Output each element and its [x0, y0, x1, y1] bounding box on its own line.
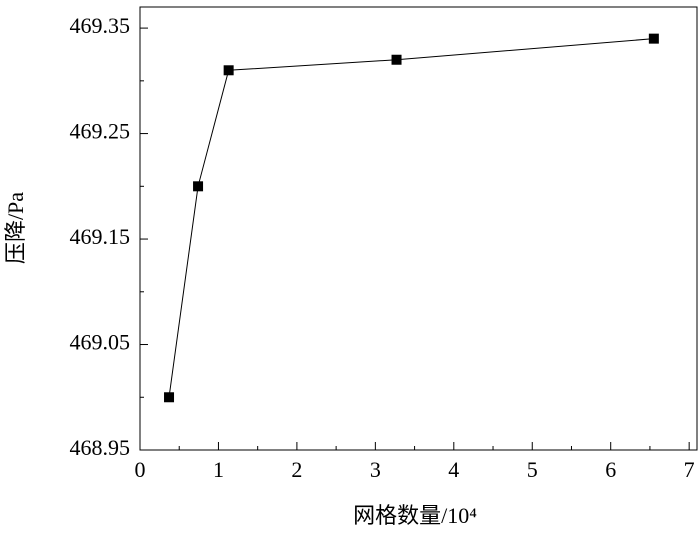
x-tick-label: 4: [448, 457, 459, 482]
y-tick-label: 469.25: [70, 119, 131, 144]
x-tick-label: 2: [291, 457, 302, 482]
x-tick-label: 3: [370, 457, 381, 482]
data-line: [168, 38, 654, 398]
x-tick-label: 5: [527, 457, 538, 482]
x-tick-label: 6: [605, 457, 616, 482]
data-point: [164, 392, 175, 403]
x-axis-label: 网格数量/10⁴: [353, 503, 477, 528]
y-tick-label: 469.35: [70, 13, 131, 38]
x-tick-label: 0: [135, 457, 146, 482]
data-point: [391, 54, 402, 65]
data-point: [648, 33, 659, 44]
data-point: [223, 65, 234, 76]
y-tick-label: 469.15: [70, 224, 131, 249]
y-tick-label: 469.05: [70, 330, 131, 355]
y-axis-label: 压降/Pa: [3, 192, 28, 264]
x-tick-label: 1: [213, 457, 224, 482]
plot-frame: [139, 6, 698, 451]
x-tick-label: 7: [684, 457, 695, 482]
y-tick-label: 468.95: [70, 435, 131, 460]
data-point: [193, 181, 204, 192]
